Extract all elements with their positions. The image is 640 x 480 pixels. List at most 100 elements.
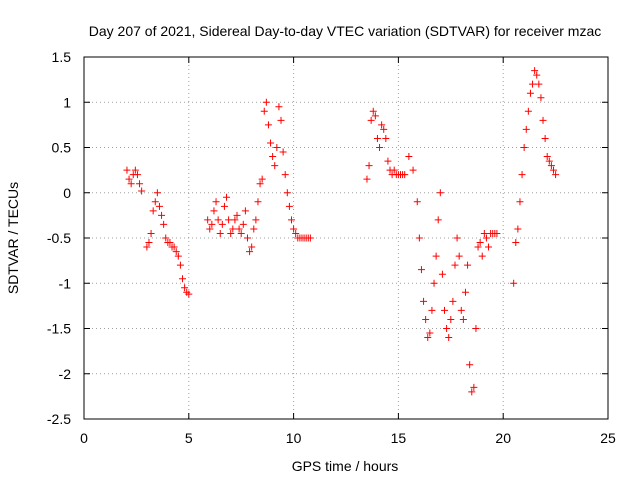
data-point xyxy=(550,166,558,174)
data-point xyxy=(147,229,155,237)
data-point xyxy=(405,153,413,161)
data-point xyxy=(223,193,231,201)
data-point xyxy=(449,297,457,305)
data-point xyxy=(541,134,549,142)
data-point xyxy=(547,162,555,170)
data-point xyxy=(264,121,272,129)
y-tick-labels: -2.5 -2 -1.5 -1 -0.5 0 0.5 1 1.5 xyxy=(47,49,71,427)
data-point xyxy=(510,279,518,287)
data-point xyxy=(514,225,522,233)
data-point xyxy=(445,334,453,342)
data-point xyxy=(252,216,260,224)
data-point xyxy=(254,198,262,206)
data-point xyxy=(470,383,478,391)
data-point xyxy=(235,225,243,233)
data-point xyxy=(363,175,371,183)
data-point xyxy=(420,297,428,305)
data-point xyxy=(241,207,249,215)
y-tick-label: -1 xyxy=(59,275,72,291)
data-point xyxy=(537,94,545,102)
data-point xyxy=(376,144,384,151)
data-point xyxy=(430,279,438,287)
data-point xyxy=(417,266,425,274)
data-point xyxy=(461,288,469,296)
data-point xyxy=(231,216,239,224)
x-tick-label: 25 xyxy=(600,430,616,446)
data-point xyxy=(136,180,144,188)
data-point xyxy=(306,234,314,242)
data-point xyxy=(378,121,386,129)
data-point xyxy=(237,229,245,237)
x-axis-label: GPS time / hours xyxy=(292,458,399,474)
data-point xyxy=(476,239,484,247)
data-point xyxy=(413,198,421,206)
data-point xyxy=(271,162,279,170)
data-point xyxy=(208,220,216,228)
data-point xyxy=(480,229,488,237)
data-point xyxy=(206,225,214,233)
data-point xyxy=(464,261,472,269)
data-point xyxy=(518,171,526,179)
data-point xyxy=(123,166,131,174)
data-point xyxy=(468,388,476,396)
data-point xyxy=(210,207,218,215)
data-point xyxy=(422,315,430,323)
data-point xyxy=(233,211,241,219)
data-point xyxy=(428,306,436,314)
data-point xyxy=(482,234,490,242)
data-point xyxy=(166,239,174,247)
data-point xyxy=(143,243,151,251)
data-point xyxy=(426,329,434,337)
data-point xyxy=(227,229,235,237)
data-point xyxy=(288,216,296,224)
data-point xyxy=(531,67,539,75)
y-tick-label: -2.5 xyxy=(47,411,71,427)
data-point xyxy=(438,270,446,278)
data-point xyxy=(246,248,254,256)
data-point xyxy=(533,71,541,79)
data-point xyxy=(478,252,486,260)
data-point xyxy=(369,107,377,115)
data-point xyxy=(256,180,264,188)
data-point xyxy=(269,153,277,161)
data-point xyxy=(179,275,187,283)
data-point xyxy=(149,207,157,215)
data-point xyxy=(204,216,212,224)
data-point xyxy=(552,171,560,179)
data-point xyxy=(415,234,423,242)
data-point xyxy=(125,175,133,183)
data-point xyxy=(285,202,293,210)
data-point xyxy=(185,290,193,298)
data-point xyxy=(371,112,379,120)
data-point xyxy=(127,180,135,188)
data-point xyxy=(457,306,465,314)
y-tick-label: -2 xyxy=(59,366,72,382)
y-tick-label: 0 xyxy=(63,185,71,201)
data-point xyxy=(260,107,268,115)
data-point xyxy=(539,116,547,124)
data-point xyxy=(283,189,291,197)
data-point xyxy=(131,166,139,174)
data-point xyxy=(212,198,220,206)
data-point xyxy=(243,234,251,242)
data-point xyxy=(258,175,266,183)
x-tick-label: 10 xyxy=(286,430,302,446)
data-point xyxy=(520,144,528,151)
data-point xyxy=(138,187,146,195)
data-point xyxy=(153,189,161,197)
data-points xyxy=(123,67,560,396)
data-point xyxy=(474,243,482,251)
y-tick-label: 1.5 xyxy=(52,49,72,65)
x-tick-label: 0 xyxy=(80,430,88,446)
data-point xyxy=(543,153,551,161)
y-tick-label: 1 xyxy=(63,94,71,110)
axis-ticks xyxy=(83,56,609,420)
data-point xyxy=(459,315,467,323)
data-point xyxy=(529,80,537,88)
data-point xyxy=(158,211,166,219)
data-point xyxy=(493,229,501,237)
data-point xyxy=(367,116,375,124)
data-point xyxy=(172,248,180,256)
data-point xyxy=(526,89,534,97)
data-point xyxy=(170,243,178,251)
